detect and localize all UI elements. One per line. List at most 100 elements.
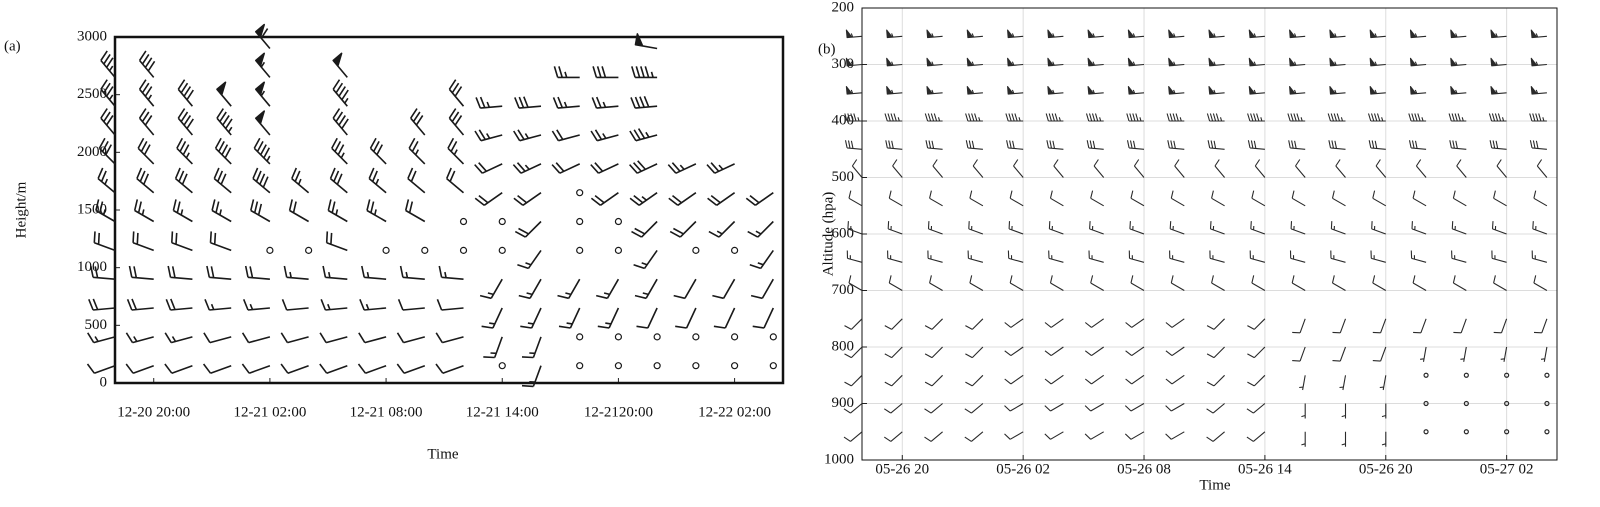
wind-barb	[1372, 318, 1387, 334]
wind-barb	[1291, 190, 1306, 207]
x-tick-label: 12-21 02:00	[233, 404, 306, 420]
wind-barb	[1254, 159, 1266, 178]
wind-barb	[438, 265, 464, 280]
wind-barb	[1084, 403, 1104, 412]
wind-barb	[1088, 250, 1104, 263]
calm-circle	[305, 246, 313, 254]
wind-barb	[517, 249, 542, 270]
wind-barb	[1004, 374, 1024, 385]
wind-barb	[845, 57, 863, 67]
wind-barb	[929, 190, 943, 207]
wind-barb	[97, 167, 116, 194]
wind-barb	[630, 95, 658, 109]
wind-barb	[1329, 57, 1346, 67]
wind-barb	[1493, 275, 1507, 291]
x-tick-label: 12-21 08:00	[350, 404, 423, 420]
wind-barb	[1047, 29, 1064, 39]
calm-circle	[459, 217, 468, 226]
wind-barb	[1452, 190, 1467, 207]
wind-barb	[929, 275, 943, 291]
wind-barb	[319, 332, 348, 344]
wind-barb	[125, 332, 154, 344]
wind-barb	[1206, 431, 1225, 442]
wind-barb	[1165, 374, 1185, 385]
wind-barb	[125, 363, 154, 374]
wind-barb	[475, 96, 503, 109]
wind-barb	[1127, 29, 1145, 39]
calm-circle	[576, 189, 584, 197]
wind-barb	[712, 278, 736, 300]
wind-barb	[164, 332, 193, 344]
wind-barb	[1341, 431, 1347, 447]
wind-barb	[1206, 374, 1225, 387]
wind-barb	[1381, 431, 1387, 447]
wind-barb	[844, 346, 863, 359]
wind-barb	[752, 307, 775, 329]
wind-barb	[557, 278, 581, 300]
wind-barb	[167, 265, 193, 280]
wind-barb	[1046, 140, 1064, 150]
wind-barb	[1084, 374, 1105, 385]
wind-barb	[636, 307, 658, 329]
wind-barb	[887, 250, 903, 263]
wind-barb	[1248, 29, 1265, 39]
wind-barb	[216, 108, 233, 136]
wind-barb	[1448, 113, 1467, 122]
wind-barb	[1087, 86, 1104, 95]
wind-barb	[1209, 250, 1225, 263]
wind-barb	[551, 129, 580, 142]
wind-barb	[1369, 57, 1386, 67]
wind-barb	[1126, 140, 1145, 150]
wind-barb	[1420, 346, 1427, 362]
calm-circle	[1423, 372, 1429, 378]
wind-barb	[1451, 221, 1467, 235]
wind-barb	[1372, 346, 1387, 362]
wind-barb	[1292, 346, 1306, 362]
wind-barb	[1248, 86, 1265, 95]
wind-barb	[1085, 113, 1104, 122]
wind-barb	[366, 199, 387, 223]
wind-barb	[1341, 403, 1347, 419]
wind-barb	[133, 199, 155, 223]
wind-barb	[1251, 190, 1266, 207]
x-tick-label: 12-20 20:00	[117, 404, 190, 420]
wind-barb	[596, 278, 620, 300]
calm-circle	[576, 362, 584, 370]
wind-barb	[1327, 113, 1346, 122]
wind-barb	[886, 29, 903, 39]
wind-barb	[1044, 346, 1064, 357]
wind-barb	[1009, 190, 1024, 207]
wind-barb	[255, 110, 271, 136]
wind-barb	[1529, 140, 1547, 150]
wind-barb	[1532, 221, 1548, 235]
calm-circle	[498, 246, 506, 254]
wind-barb	[1126, 113, 1144, 122]
wind-barb	[1247, 374, 1266, 387]
wind-barb	[1207, 140, 1225, 150]
wind-barb	[1372, 275, 1387, 291]
wind-barb	[629, 192, 658, 206]
wind-barb	[1086, 140, 1104, 150]
calm-circle	[692, 362, 700, 370]
wind-barb	[964, 403, 984, 414]
wind-barb	[100, 79, 116, 107]
wind-barb	[164, 363, 193, 374]
wind-barb	[892, 159, 903, 178]
wind-barb	[888, 275, 903, 291]
wind-barb	[1450, 29, 1467, 39]
wind-barb	[1206, 318, 1225, 330]
wind-barb	[1529, 113, 1547, 122]
wind-barb	[1331, 275, 1346, 291]
wind-barb	[1169, 250, 1185, 263]
wind-barb	[128, 265, 154, 280]
wind-barb	[126, 298, 154, 311]
wind-barb	[1209, 221, 1225, 235]
panel-label: (a)	[4, 38, 21, 54]
wind-barb	[280, 332, 309, 344]
wind-barb	[87, 332, 116, 344]
wind-barb	[669, 220, 697, 238]
wind-barb	[213, 167, 232, 194]
wind-barb	[1208, 86, 1225, 95]
wind-barb	[1540, 346, 1548, 362]
